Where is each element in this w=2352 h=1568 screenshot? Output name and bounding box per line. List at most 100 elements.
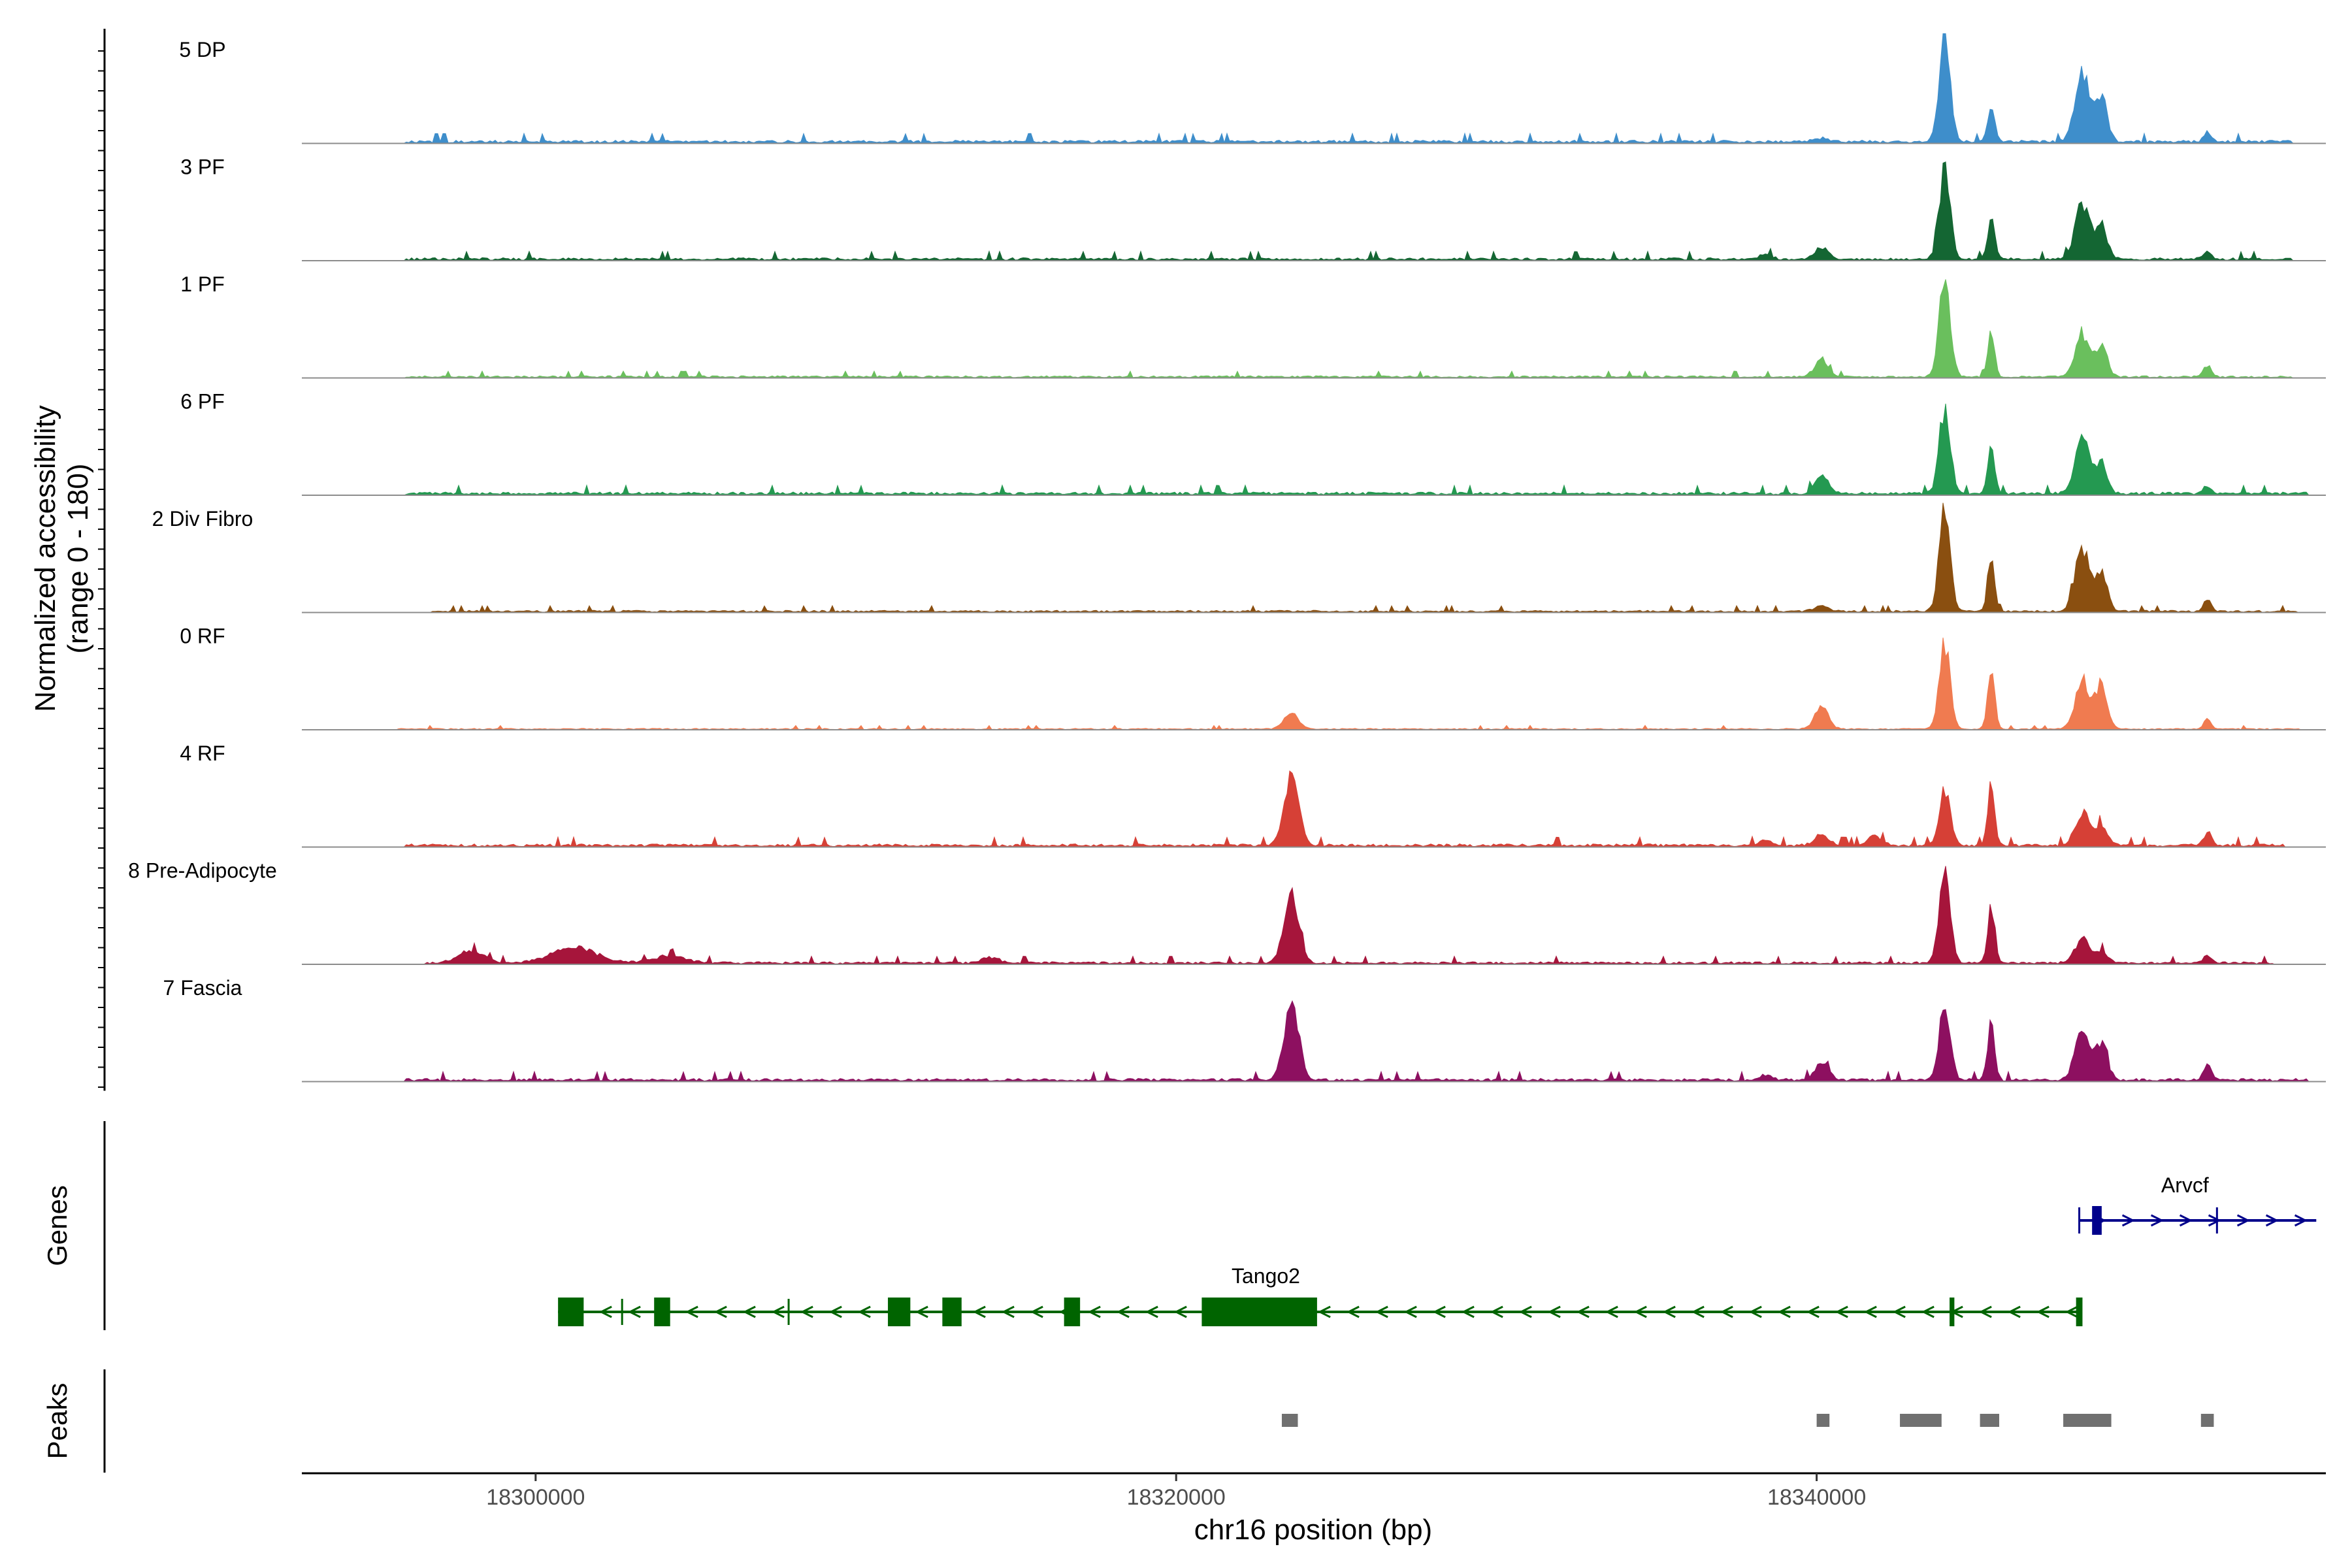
strand-arrow (1892, 1305, 1906, 1318)
strand-arrow (1490, 1305, 1503, 1318)
genes-panel-label: Genes (42, 1185, 73, 1266)
y-axis-title-line: Normalized accessibility (29, 405, 61, 711)
gene-exon (654, 1298, 670, 1326)
genes-panel: Genes Tango2 Arvcf (42, 1121, 2317, 1330)
track-0-rf: 0 RF (180, 625, 2326, 730)
strand-arrow (1863, 1305, 1877, 1318)
strand-arrow (915, 1305, 928, 1318)
coverage-tracks: 5 DP 3 PF 1 PF 6 PF 2 Div Fibro 0 RF 4 RF 8 Pre… (128, 33, 2326, 1083)
track-1-pf: 1 PF (180, 272, 2326, 379)
peak-region (1900, 1414, 1942, 1427)
gene-exon (2076, 1298, 2083, 1326)
strand-arrow (1662, 1305, 1676, 1318)
x-tick-label: 18320000 (1127, 1485, 1226, 1510)
gene-arvcf: Arvcf (2078, 1173, 2317, 1235)
accessibility-y-axis (98, 29, 106, 1091)
strand-arrow (627, 1305, 641, 1318)
x-tick-label: 18300000 (486, 1485, 585, 1510)
strand-arrow (1116, 1305, 1130, 1318)
strand-arrow (2007, 1305, 2021, 1318)
strand-arrow (1921, 1305, 1935, 1318)
strand-arrow (2121, 1214, 2135, 1227)
peaks-panel-label: Peaks (42, 1383, 73, 1460)
strand-arrow (828, 1305, 842, 1318)
strand-arrow (598, 1305, 612, 1318)
strand-arrow (800, 1305, 813, 1318)
gene-exon (2092, 1206, 2102, 1235)
gene-label: Tango2 (1232, 1264, 1300, 1288)
strand-arrow (771, 1305, 785, 1318)
track-label: 4 RF (180, 742, 225, 765)
track-label: 1 PF (180, 272, 225, 296)
strand-arrow (1978, 1305, 1992, 1318)
coverage-area (302, 637, 2326, 730)
track-label: 6 PF (180, 390, 225, 414)
strand-arrow (2265, 1214, 2279, 1227)
track-5-dp: 5 DP (179, 33, 2326, 144)
gene-exon (1064, 1298, 1081, 1326)
x-axis: 18300000 18320000 18340000 (302, 1472, 2326, 1510)
strand-arrow (2150, 1214, 2164, 1227)
track-8-pre-adipocyte: 8 Pre-Adipocyte (128, 859, 2326, 965)
strand-arrow (1576, 1305, 1590, 1318)
track-label: 8 Pre-Adipocyte (128, 859, 277, 883)
x-axis-title: chr16 position (bp) (1194, 1514, 1432, 1546)
track-label: 5 DP (179, 38, 225, 61)
strand-arrow (857, 1305, 871, 1318)
strand-arrow (1461, 1305, 1475, 1318)
coverage-area (302, 1000, 2326, 1082)
strand-arrow (1173, 1305, 1187, 1318)
strand-arrow (1432, 1305, 1446, 1318)
gene-tango2: Tango2 (558, 1264, 2083, 1326)
strand-arrow (1691, 1305, 1705, 1318)
strand-arrow (713, 1305, 727, 1318)
strand-arrow (2294, 1214, 2308, 1227)
x-tick-label: 18340000 (1767, 1485, 1866, 1510)
strand-arrow (1605, 1305, 1618, 1318)
strand-arrow (1145, 1305, 1158, 1318)
gene-exon (1950, 1298, 1955, 1326)
strand-arrow (1806, 1305, 1820, 1318)
coverage-area (302, 866, 2326, 965)
track-2-div-fibro: 2 Div Fibro (152, 502, 2326, 613)
coverage-area (302, 161, 2326, 261)
track-3-pf: 3 PF (180, 155, 2326, 261)
y-axis-title: Normalized accessibility (range 0 - 180) (29, 405, 94, 711)
gene-exon (558, 1298, 584, 1326)
track-label: 0 RF (180, 625, 225, 648)
peaks-panel: Peaks (42, 1369, 2214, 1473)
strand-arrow (2236, 1214, 2250, 1227)
peak-region (2200, 1414, 2214, 1427)
track-label: 7 Fascia (163, 976, 242, 1000)
strand-arrow (1720, 1305, 1733, 1318)
strand-arrow (1518, 1305, 1532, 1318)
track-label: 3 PF (180, 155, 225, 179)
strand-arrow (1375, 1305, 1388, 1318)
strand-arrow (1001, 1305, 1015, 1318)
strand-arrow (1547, 1305, 1561, 1318)
track-6-pf: 6 PF (180, 390, 2326, 496)
strand-arrow (1030, 1305, 1043, 1318)
strand-arrow (2036, 1305, 2050, 1318)
coverage-area (302, 403, 2326, 496)
peak-region (1816, 1414, 1830, 1427)
peak-region (1281, 1414, 1298, 1427)
strand-arrow (685, 1305, 698, 1318)
strand-arrow (742, 1305, 756, 1318)
strand-arrow (972, 1305, 986, 1318)
strand-arrow (1777, 1305, 1791, 1318)
strand-arrow (2065, 1305, 2078, 1318)
strand-arrow (1748, 1305, 1762, 1318)
y-axis-title-line: (range 0 - 180) (62, 463, 94, 653)
strand-arrow (1403, 1305, 1417, 1318)
track-label: 2 Div Fibro (152, 507, 253, 531)
coverage-area (302, 770, 2326, 847)
strand-arrow (1633, 1305, 1647, 1318)
strand-arrow (1317, 1305, 1331, 1318)
coverage-area (302, 502, 2326, 613)
strand-arrow (2179, 1214, 2193, 1227)
peak-region (2063, 1414, 2112, 1427)
track-4-rf: 4 RF (180, 742, 2326, 848)
coverage-area (302, 33, 2326, 144)
